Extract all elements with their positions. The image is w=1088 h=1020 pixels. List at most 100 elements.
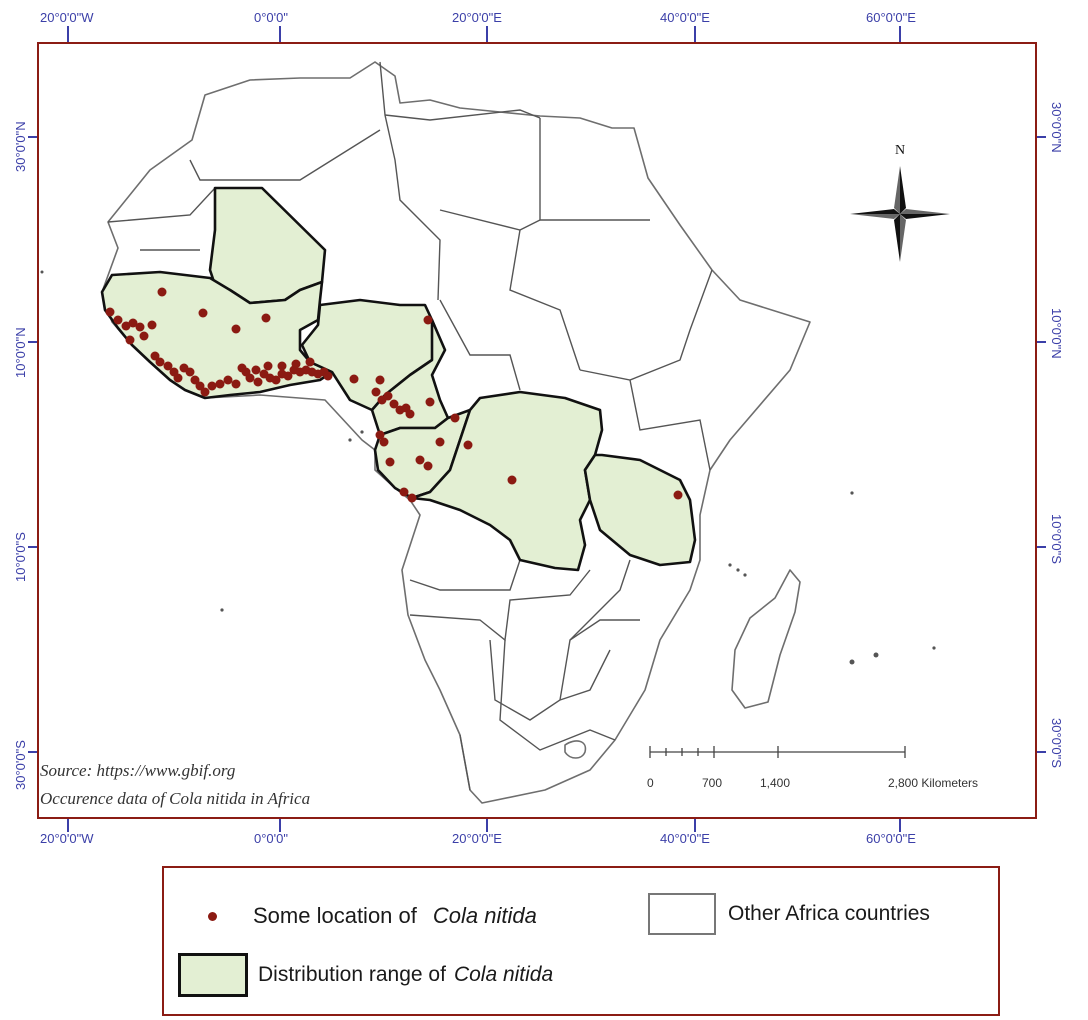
occurrence-point <box>375 430 385 440</box>
occurrence-point <box>349 374 359 384</box>
occurrence-point <box>113 315 123 325</box>
lat-label-left-10s: 10°0'0"S <box>13 532 28 582</box>
occurrence-point <box>128 318 138 328</box>
occurrence-point <box>185 367 195 377</box>
source-line-2: Occurence data of Cola nitida in Africa <box>40 789 310 808</box>
occurrence-point <box>173 373 183 383</box>
occurrence-point <box>231 379 241 389</box>
north-arrow: N <box>850 143 950 262</box>
islands <box>40 270 936 665</box>
legend-item-occurrence: Some location of Cola nitida <box>208 894 537 938</box>
occurrence-point <box>223 375 233 385</box>
legend-occurrence-prefix: Some location of <box>253 903 417 928</box>
occurrence-point <box>407 493 417 503</box>
occurrence-point <box>283 371 293 381</box>
lat-label-right-10s: 10°0'0"S <box>1049 514 1064 564</box>
legend-item-range: Distribution range of Cola nitida <box>178 952 553 998</box>
occurrence-point <box>215 379 225 389</box>
occurrence-point <box>435 437 445 447</box>
distribution-range <box>100 186 697 572</box>
occurrence-point <box>147 320 157 330</box>
occurrence-point <box>163 361 173 371</box>
lon-label-top-20e: 20°0'0"E <box>452 10 502 25</box>
occurrence-point <box>423 315 433 325</box>
occurrence-point <box>207 381 217 391</box>
occurrence-points <box>105 287 683 503</box>
occurrence-point <box>155 357 165 367</box>
occurrence-point <box>673 490 683 500</box>
occurrence-point <box>198 308 208 318</box>
occurrence-point <box>195 381 205 391</box>
occurrence-point <box>383 391 393 401</box>
range-tanzania <box>583 453 697 567</box>
country-borders <box>107 61 713 791</box>
occurrence-point <box>150 351 160 361</box>
legend-occurrence-species: Cola nitida <box>432 903 537 928</box>
occurrence-point <box>423 461 433 471</box>
occurrence-point <box>139 331 149 341</box>
scale-bar <box>649 746 906 758</box>
occurrence-point <box>305 357 315 367</box>
graticule-ticks <box>28 26 1046 832</box>
occurrence-point <box>125 335 135 345</box>
lat-label-right-30n: 30°0'0"N <box>1049 102 1064 153</box>
lon-label-bottom-20w: 20°0'0"W <box>40 831 94 846</box>
graticule-labels: 20°0'0"W 0°0'0" 20°0'0"E 40°0'0"E 60°0'0… <box>13 10 1064 846</box>
lesotho <box>564 740 587 759</box>
occurrence-point <box>375 375 385 385</box>
occurrence-point <box>385 457 395 467</box>
legend: Some location of Cola nitida Other Afric… <box>162 866 1000 1016</box>
occurrence-point <box>271 375 281 385</box>
occurrence-point <box>371 387 381 397</box>
north-label: N <box>895 143 905 158</box>
occurrence-point <box>157 287 167 297</box>
occurrence-point <box>200 387 210 397</box>
occurrence-dot-icon <box>208 911 217 921</box>
occurrence-point <box>425 397 435 407</box>
occurrence-point <box>190 375 200 385</box>
lon-label-top-0: 0°0'0" <box>254 10 288 25</box>
occurrence-point <box>379 437 389 447</box>
other-countries-swatch-icon <box>648 893 716 935</box>
occurrence-point <box>135 322 145 332</box>
lon-label-bottom-20e: 20°0'0"E <box>452 831 502 846</box>
lon-label-top-20w: 20°0'0"W <box>40 10 94 25</box>
scale-label-1400: 1,400 <box>760 776 790 790</box>
occurrence-point <box>251 365 261 375</box>
lat-label-left-30n: 30°0'0"N <box>13 121 28 172</box>
occurrence-point <box>263 361 273 371</box>
scale-label-0: 0 <box>647 776 654 790</box>
occurrence-point <box>323 371 333 381</box>
lat-label-right-30s: 30°0'0"S <box>1049 718 1064 768</box>
madagascar <box>731 569 801 709</box>
occurrence-point <box>463 440 473 450</box>
range-drc <box>410 390 604 572</box>
legend-item-other-countries: Other Africa countries <box>648 892 930 936</box>
occurrence-point <box>389 399 399 409</box>
lon-label-top-40e: 40°0'0"E <box>660 10 710 25</box>
lon-label-bottom-60e: 60°0'0"E <box>866 831 916 846</box>
lat-label-left-10n: 10°0'0"N <box>13 327 28 378</box>
scale-label-2800: 2,800 Kilometers <box>888 776 978 790</box>
occurrence-point <box>399 487 409 497</box>
lat-label-right-10n: 10°0'0"N <box>1049 308 1064 359</box>
lat-label-left-30s: 30°0'0"S <box>13 740 28 790</box>
occurrence-point <box>241 367 251 377</box>
occurrence-point <box>405 409 415 419</box>
occurrence-point <box>261 313 271 323</box>
occurrence-point <box>415 455 425 465</box>
lon-label-bottom-40e: 40°0'0"E <box>660 831 710 846</box>
occurrence-point <box>121 321 131 331</box>
lon-label-top-60e: 60°0'0"E <box>866 10 916 25</box>
occurrence-point <box>277 361 287 371</box>
legend-range-prefix: Distribution range of <box>258 963 446 986</box>
scale-label-700: 700 <box>702 776 722 790</box>
occurrence-point <box>450 413 460 423</box>
occurrence-point <box>507 475 517 485</box>
map: 20°0'0"W 0°0'0" 20°0'0"E 40°0'0"E 60°0'0… <box>13 10 1064 846</box>
legend-other-label: Other Africa countries <box>728 902 930 925</box>
occurrence-point <box>105 307 115 317</box>
legend-range-species: Cola nitida <box>453 963 554 986</box>
source-line-1: Source: https://www.gbif.org <box>40 761 235 780</box>
lon-label-bottom-0: 0°0'0" <box>254 831 288 846</box>
